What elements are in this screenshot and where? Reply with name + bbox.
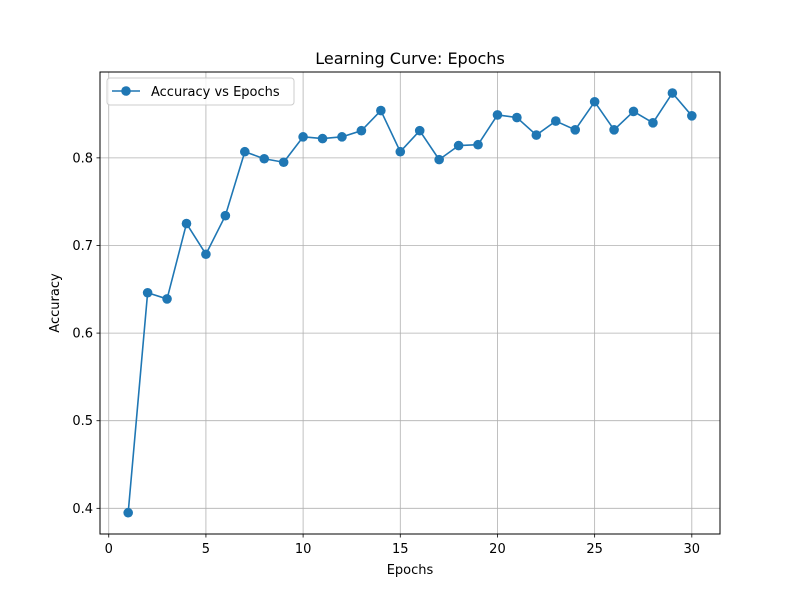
y-tick-label: 0.6 xyxy=(72,327,93,342)
axes-frame xyxy=(99,71,721,535)
grid-lines xyxy=(100,72,720,534)
x-tick-label: 20 xyxy=(489,542,506,557)
data-point xyxy=(142,287,153,298)
x-tick-label: 25 xyxy=(586,542,603,557)
series-line xyxy=(127,92,693,513)
legend-marker-swatch xyxy=(121,86,131,96)
data-point xyxy=(337,132,347,142)
y-tick-label: 0.4 xyxy=(72,502,93,517)
x-tick-label: 0 xyxy=(105,542,113,557)
data-point xyxy=(395,146,406,157)
data-point xyxy=(414,125,425,136)
data-point xyxy=(531,130,542,140)
x-tick-label: 30 xyxy=(684,542,701,557)
data-point xyxy=(317,133,328,144)
data-point xyxy=(123,507,133,518)
data-point xyxy=(589,96,600,107)
data-point xyxy=(550,116,561,126)
data-point xyxy=(570,125,580,135)
x-tick-label: 15 xyxy=(392,542,409,557)
data-point xyxy=(687,111,697,121)
data-point xyxy=(648,118,658,128)
y-tick-label: 0.7 xyxy=(72,239,93,254)
y-axis-label: Accuracy xyxy=(48,273,63,333)
data-point xyxy=(181,218,192,229)
data-point xyxy=(473,139,483,150)
data-point xyxy=(376,105,386,116)
data-point xyxy=(453,140,464,151)
y-tick-label: 0.5 xyxy=(72,414,93,429)
legend-box xyxy=(106,77,295,106)
data-point xyxy=(259,153,270,164)
series-layer xyxy=(123,88,697,518)
data-point xyxy=(356,125,367,136)
data-point xyxy=(220,210,231,221)
data-point xyxy=(201,249,211,260)
legend: Accuracy vs Epochs xyxy=(106,77,295,106)
chart-title: Learning Curve: Epochs xyxy=(315,49,505,68)
data-point xyxy=(609,125,619,135)
x-tick-label: 5 xyxy=(202,542,210,557)
y-tick-label: 0.8 xyxy=(72,151,93,166)
ticks: 0 5 10 15 20 25 30 0.4 0.5 0.6 0.7 0.8 xyxy=(72,151,700,557)
data-point xyxy=(512,112,522,123)
data-point xyxy=(667,88,678,98)
x-tick-label: 10 xyxy=(295,542,312,557)
data-point xyxy=(240,146,250,157)
legend-label: Accuracy vs Epochs xyxy=(151,85,280,100)
data-point xyxy=(298,132,308,142)
data-point xyxy=(492,110,503,120)
x-axis-label: Epochs xyxy=(387,563,434,578)
data-point xyxy=(278,157,289,168)
data-point xyxy=(628,106,639,117)
data-point xyxy=(162,294,172,304)
data-point xyxy=(434,154,444,165)
